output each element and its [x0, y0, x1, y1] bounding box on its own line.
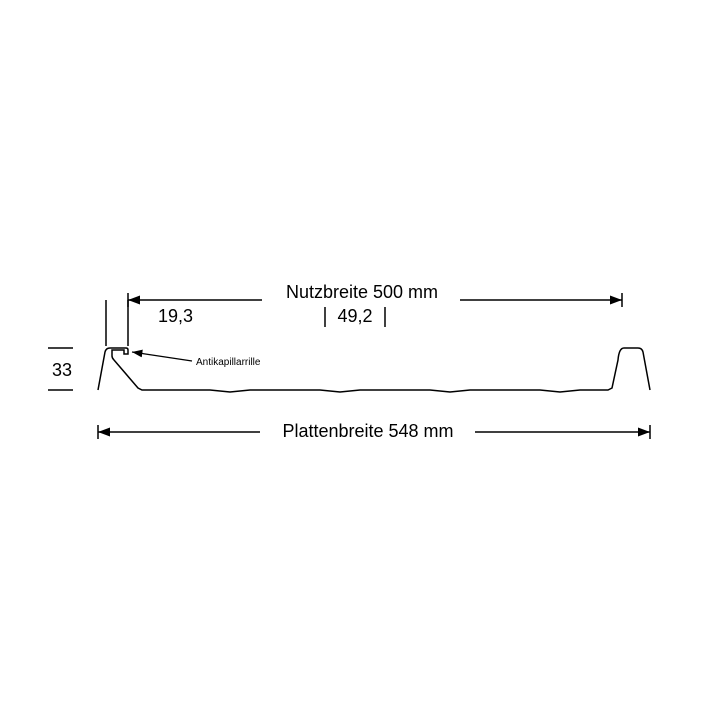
width-492-label: 49,2 — [337, 306, 372, 326]
profile-outline — [98, 348, 650, 392]
plattenbreite-label: Plattenbreite 548 mm — [282, 421, 453, 441]
antikapillar-arrow — [132, 352, 192, 361]
height-33-label: 33 — [52, 360, 72, 380]
technical-drawing: 33 19,3 Nutzbreite 500 mm 49,2 Antikapil… — [0, 0, 725, 725]
diagram-container: 33 19,3 Nutzbreite 500 mm 49,2 Antikapil… — [0, 0, 725, 725]
nutzbreite-label: Nutzbreite 500 mm — [286, 282, 438, 302]
width-193-label: 19,3 — [158, 306, 193, 326]
antikapillarrille-label: Antikapillarrille — [196, 357, 261, 368]
